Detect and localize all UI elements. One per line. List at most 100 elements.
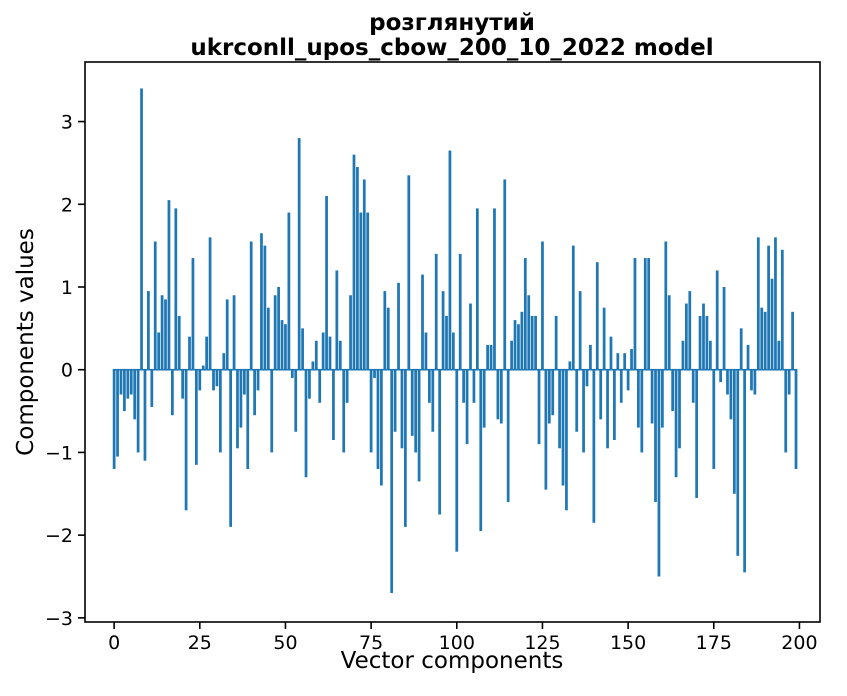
- bar-component-52: [290, 369, 294, 378]
- bar-component-62: [325, 196, 328, 370]
- bar-component-140: [592, 369, 596, 523]
- y-tick-label-1: 1: [61, 277, 73, 299]
- bar-component-120: [523, 258, 527, 370]
- bar-component-173: [705, 315, 709, 370]
- x-tick-label-200: 200: [781, 632, 817, 654]
- bar-component-61: [321, 332, 325, 370]
- bar-component-65: [335, 270, 339, 370]
- bar-component-74: [366, 212, 370, 370]
- bar-component-159: [657, 369, 661, 577]
- bar-component-181: [732, 369, 736, 494]
- bar-component-127: [547, 369, 551, 424]
- bar-component-193: [774, 237, 777, 370]
- bar-component-78: [380, 369, 383, 486]
- bar-component-132: [565, 369, 568, 511]
- bar-component-13: [157, 332, 161, 370]
- bar-component-180: [729, 369, 733, 420]
- bar-component-45: [266, 307, 270, 370]
- bar-component-55: [301, 328, 304, 370]
- bar-component-37: [239, 369, 243, 428]
- x-tick-label-25: 25: [188, 632, 212, 654]
- bar-component-172: [702, 303, 705, 370]
- bar-component-188: [756, 237, 760, 370]
- x-tick-label-150: 150: [610, 632, 646, 654]
- x-tick-label-0: 0: [108, 632, 120, 654]
- bar-component-117: [513, 320, 517, 370]
- y-tick-label-2: 2: [61, 194, 73, 216]
- bar-component-152: [633, 258, 637, 370]
- bar-component-39: [246, 369, 250, 469]
- ticks-group: 0 25 50 75 100 125 150 175 200 −3 −2 −1 0 1 2 3: [45, 112, 818, 654]
- bar-component-174: [708, 340, 712, 370]
- bar-component-179: [726, 369, 729, 395]
- bar-component-2: [119, 369, 123, 395]
- bar-component-21: [184, 369, 188, 511]
- bar-component-79: [383, 291, 387, 370]
- bar-component-198: [791, 311, 794, 370]
- bar-component-20: [181, 369, 185, 399]
- bar-component-76: [373, 369, 376, 378]
- bar-component-190: [763, 311, 767, 370]
- bar-component-28: [208, 237, 212, 370]
- bar-component-47: [273, 295, 277, 370]
- bar-component-1: [116, 369, 119, 457]
- bar-component-31: [218, 369, 222, 453]
- bar-component-43: [260, 233, 263, 370]
- bar-component-115: [506, 369, 510, 503]
- bar-component-93: [431, 369, 435, 432]
- bar-component-171: [698, 315, 702, 370]
- bar-component-118: [517, 324, 520, 370]
- bar-component-64: [332, 369, 335, 441]
- bar-component-27: [205, 336, 209, 370]
- y-tick-label-3: 3: [61, 112, 73, 134]
- bar-component-84: [400, 369, 404, 449]
- bar-component-187: [753, 369, 757, 395]
- bar-component-133: [568, 361, 572, 370]
- bar-component-71: [356, 167, 359, 370]
- bar-component-108: [482, 369, 486, 428]
- bar-component-34: [229, 369, 232, 527]
- bar-component-139: [589, 344, 592, 370]
- bar-component-57: [308, 369, 311, 399]
- bar-component-137: [582, 369, 585, 453]
- bar-component-104: [469, 303, 472, 370]
- bar-component-151: [630, 349, 633, 370]
- bar-component-42: [256, 369, 260, 391]
- bar-component-92: [428, 369, 431, 403]
- bar-component-26: [201, 365, 205, 370]
- bar-component-8: [140, 88, 143, 370]
- bar-component-114: [503, 179, 507, 370]
- bar-component-194: [777, 340, 781, 370]
- bar-component-23: [191, 258, 195, 370]
- bar-component-51: [287, 212, 291, 370]
- bar-component-16: [167, 200, 171, 370]
- bar-component-191: [767, 245, 770, 370]
- bar-component-189: [760, 307, 764, 370]
- bar-component-128: [551, 369, 555, 416]
- bar-component-112: [496, 369, 500, 420]
- bar-component-186: [750, 369, 753, 391]
- bar-component-163: [671, 369, 675, 412]
- bar-component-107: [479, 369, 483, 532]
- bar-component-19: [177, 315, 181, 370]
- bar-component-149: [623, 353, 627, 370]
- bar-component-197: [787, 369, 791, 395]
- bar-component-165: [678, 369, 681, 449]
- bar-component-66: [338, 340, 342, 370]
- bar-component-129: [554, 315, 558, 370]
- bar-component-196: [784, 369, 788, 453]
- bar-component-29: [212, 369, 215, 391]
- bar-component-154: [640, 369, 644, 453]
- bar-component-48: [277, 286, 280, 370]
- bar-component-177: [719, 369, 722, 383]
- bar-component-147: [616, 353, 620, 370]
- bar-component-80: [386, 307, 390, 370]
- bar-component-158: [654, 369, 657, 503]
- bar-component-24: [194, 369, 198, 465]
- bar-component-75: [369, 369, 373, 453]
- plot-frame: [84, 61, 821, 623]
- bar-component-143: [602, 307, 606, 370]
- chart-title-line2: ukrconll_upos_cbow_200_10_2022 model: [190, 35, 713, 61]
- bar-component-161: [664, 241, 668, 370]
